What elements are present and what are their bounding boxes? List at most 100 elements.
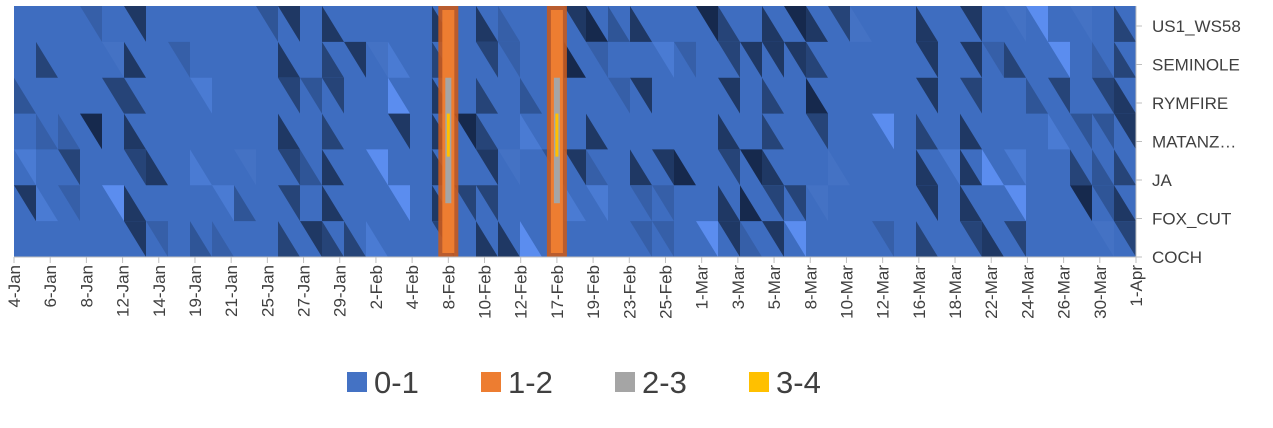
surface-facet [36, 113, 58, 150]
surface-facet [806, 77, 828, 114]
surface-facet [1004, 149, 1026, 186]
surface-facet [124, 149, 146, 186]
surface-facet [278, 185, 300, 222]
x-tick-label: 26-Mar [1055, 265, 1074, 319]
surface-facet [520, 221, 542, 257]
y-tick-label: JA [1152, 171, 1173, 190]
x-tick-label: 18-Mar [946, 265, 965, 319]
y-tick-label: RYMFIRE [1152, 94, 1228, 113]
x-tick-label: 8-Feb [439, 265, 458, 309]
surface-facet [58, 149, 80, 186]
x-axis: 4-Jan 6-Jan 8-Jan 12-Jan 14-Jan 19-Jan 21-Jan 2… [5, 257, 1146, 319]
legend-label: 3-4 [776, 365, 821, 400]
surface-facet [124, 113, 146, 150]
x-tick-label: 4-Jan [5, 265, 24, 308]
surface-facet [366, 221, 388, 257]
x-tick-label: 25-Feb [656, 265, 675, 319]
surface-facet [960, 41, 982, 78]
surface-facet [1114, 6, 1136, 42]
surface-facet [498, 221, 520, 257]
surface-facet [476, 113, 498, 150]
surface-facet [564, 149, 586, 186]
surface-facet [762, 113, 784, 150]
surface-facet [806, 185, 828, 222]
surface-facet [916, 6, 938, 42]
surface-facet [300, 77, 322, 114]
highlight-band-yellow [446, 113, 450, 157]
surface-facet [322, 113, 344, 150]
surface-facet [1026, 6, 1048, 42]
surface-facet [1114, 77, 1136, 114]
surface-facet [1092, 41, 1114, 78]
surface-facet [916, 113, 938, 150]
surface-facet [234, 149, 256, 186]
surface-facet [652, 221, 674, 257]
surface-facet [498, 6, 520, 42]
surface-facet [652, 185, 674, 222]
surface-facet [630, 149, 652, 186]
surface-facet [14, 185, 36, 222]
surface-facet [652, 149, 674, 186]
surface-facet [124, 221, 146, 257]
surface-facet [586, 185, 608, 222]
y-tick-label: COCH [1152, 248, 1202, 267]
x-tick-label: 12-Mar [874, 265, 893, 319]
surface-facet [80, 113, 102, 150]
surface-facet [278, 41, 300, 78]
surface-facet [850, 6, 872, 42]
surface-facet [190, 221, 212, 257]
surface-facet [1048, 77, 1070, 114]
surface-facet [36, 185, 58, 222]
surface-facet [1004, 41, 1026, 78]
x-tick-label: 25-Jan [258, 265, 277, 317]
surface-facet [740, 149, 762, 186]
highlight-band [438, 6, 459, 257]
surface-facet [344, 221, 366, 257]
surface-facet [784, 185, 806, 222]
surface-facet [278, 113, 300, 150]
surface-facet [696, 6, 718, 42]
surface-facet [476, 6, 498, 42]
surface-facet [520, 113, 542, 150]
x-tick-label: 22-Mar [982, 265, 1001, 319]
surface-facet [1026, 77, 1048, 114]
legend-item: 3-4 [749, 365, 821, 400]
surface-facet [982, 221, 1004, 257]
surface-facet [256, 6, 278, 42]
surface-facet [872, 221, 894, 257]
surface-facet [102, 185, 124, 222]
surface-facet [718, 149, 740, 186]
surface-facet [388, 113, 410, 150]
surface-facet [366, 41, 388, 78]
surface-facet [718, 221, 740, 257]
surface-facet [806, 113, 828, 150]
surface-facet [740, 185, 762, 222]
surface-facet [674, 149, 696, 186]
surface-facet [476, 221, 498, 257]
surface-facet [916, 41, 938, 78]
surface-facet [190, 77, 212, 114]
surface-facet [630, 185, 652, 222]
surface-facet [718, 185, 740, 222]
y-tick-label: US1_WS58 [1152, 17, 1241, 36]
surface-facet [630, 221, 652, 257]
x-tick-label: 3-Mar [729, 265, 748, 310]
legend-label: 2-3 [642, 365, 687, 400]
x-tick-label: 27-Jan [295, 265, 314, 317]
surface-facet [916, 185, 938, 222]
surface-facet [124, 41, 146, 78]
surface-facet [784, 221, 806, 257]
surface-facet [630, 77, 652, 114]
surface-facet [322, 149, 344, 186]
surface-facet [146, 149, 168, 186]
surface-facet [476, 185, 498, 222]
x-tick-label: 19-Jan [186, 265, 205, 317]
surface-facet [322, 221, 344, 257]
surface-facet [212, 221, 234, 257]
x-tick-label: 8-Jan [77, 265, 96, 308]
surface-facet [718, 77, 740, 114]
surface-facet [762, 221, 784, 257]
surface-facet [366, 149, 388, 186]
surface-facet [102, 41, 124, 78]
surface-facet [146, 221, 168, 257]
